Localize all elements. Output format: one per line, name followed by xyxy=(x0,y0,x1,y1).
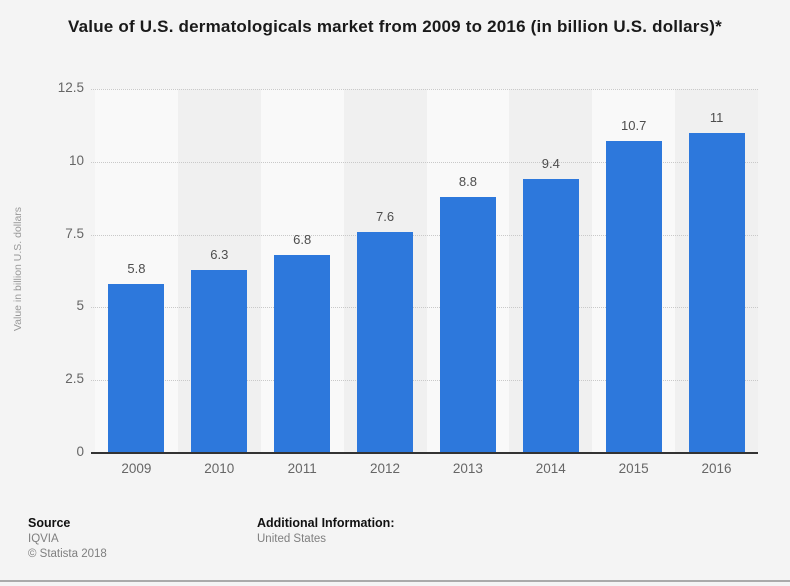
x-tick-label: 2009 xyxy=(121,461,152,476)
gridline xyxy=(91,234,758,236)
bottom-divider xyxy=(0,580,790,582)
y-tick-label: 0 xyxy=(76,444,84,459)
bar-2010 xyxy=(191,269,248,453)
y-tick-label: 10 xyxy=(68,152,84,168)
bar-value-label: 10.7 xyxy=(621,118,647,134)
x-tick-label: 2016 xyxy=(701,461,732,476)
bar-2016 xyxy=(688,132,745,453)
x-tick-label: 2011 xyxy=(287,461,317,476)
y-axis-title: Value in billion U.S. dollars xyxy=(12,206,24,332)
bar-2012 xyxy=(357,231,414,453)
gridline xyxy=(91,307,758,309)
bar-2013 xyxy=(439,196,496,453)
bar-2009 xyxy=(108,284,165,453)
bar-value-label: 11 xyxy=(709,109,724,125)
y-tick-label: 2.5 xyxy=(65,371,84,387)
y-tick-label: 12.5 xyxy=(57,80,84,95)
additional-information-block: Additional Information: United States xyxy=(257,516,394,548)
bar-value-label: 7.6 xyxy=(376,208,395,224)
plot-area: 5.8 6.3 6.8 7.6 8.8 9.4 10.7 11 xyxy=(91,89,758,454)
gridline xyxy=(91,380,758,382)
x-tick-label: 2010 xyxy=(204,461,235,476)
x-tick-label: 2013 xyxy=(452,461,483,476)
bar-2015 xyxy=(605,141,662,453)
x-tick-label: 2015 xyxy=(618,461,649,476)
source-block: Source IQVIA © Statista 2018 xyxy=(28,516,107,563)
bar-value-label: 5.8 xyxy=(127,261,146,277)
bar-value-label: 8.8 xyxy=(458,173,477,189)
chart-title: Value of U.S. dermatologicals market fro… xyxy=(68,17,722,36)
bar-value-label: 6.8 xyxy=(293,231,312,247)
x-axis-baseline xyxy=(91,452,758,454)
x-tick-label: 2014 xyxy=(535,461,566,476)
source-value: IQVIA xyxy=(28,533,59,545)
y-tick-label: 7.5 xyxy=(65,225,84,241)
additional-information-value: United States xyxy=(257,533,327,545)
bar-value-label: 6.3 xyxy=(210,246,229,262)
gridline xyxy=(91,89,758,90)
bar-value-label: 9.4 xyxy=(541,156,560,172)
gridline xyxy=(91,161,758,163)
source-label: Source xyxy=(28,516,71,530)
y-tick-label: 5 xyxy=(76,298,84,314)
additional-information-label: Additional Information: xyxy=(257,516,395,530)
copyright-notice: © Statista 2018 xyxy=(28,548,107,560)
x-tick-label: 2012 xyxy=(370,461,401,476)
bar-2011 xyxy=(274,254,331,453)
bar-2014 xyxy=(522,179,579,453)
